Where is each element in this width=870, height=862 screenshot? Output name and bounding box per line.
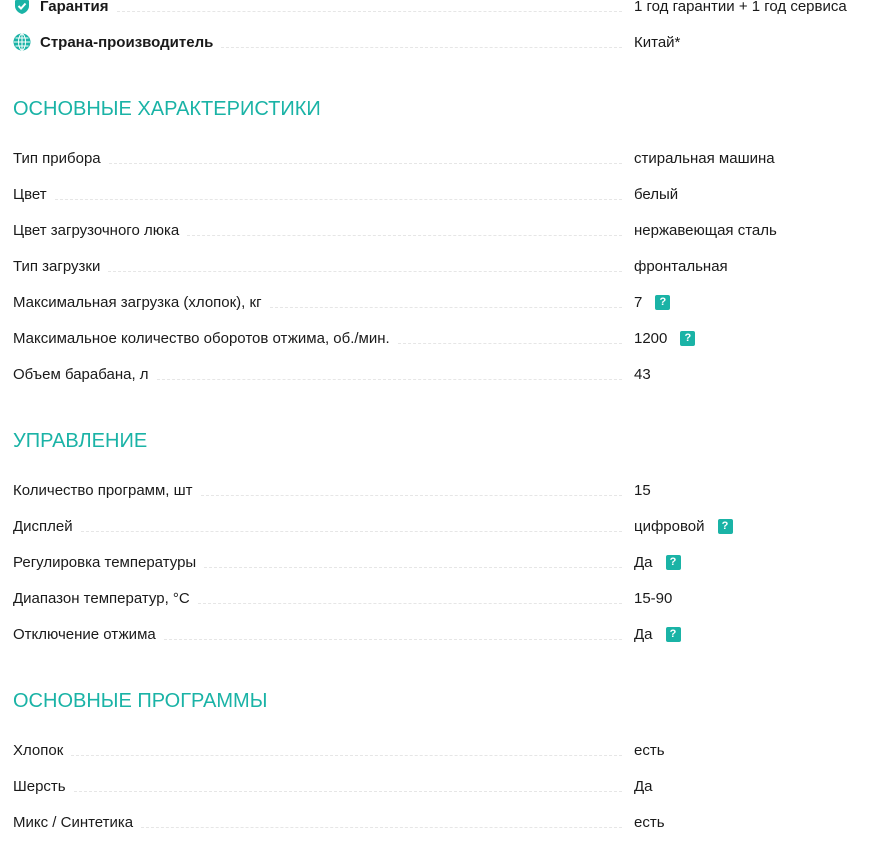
spec-label: Тип прибора (13, 149, 101, 167)
spec-row: Количество программ, шт 15 (13, 472, 870, 508)
leader-line (71, 754, 622, 756)
spec-row: Максимальная загрузка (хлопок), кг 7? (13, 284, 870, 320)
leader-line (163, 638, 622, 640)
leader-line (141, 826, 622, 828)
spec-value: Китай* (634, 33, 681, 51)
section-title: УПРАВЛЕНИЕ (13, 430, 148, 452)
spec-row: Максимальное количество оборотов отжима,… (13, 320, 870, 356)
specifications: Гарантия 1 год гарантии + 1 год сервиса … (13, 0, 870, 840)
spec-row: Тип загрузки фронтальная (13, 248, 870, 284)
spec-row-country: Страна-производитель Китай* (13, 24, 870, 60)
spec-row: Диапазон температур, °C 15-90 (13, 580, 870, 616)
spec-value: фронтальная (634, 257, 728, 275)
spec-value: Да (634, 625, 653, 643)
leader-line (197, 602, 622, 604)
leader-line (54, 198, 622, 200)
spec-row: Тип прибора стиральная машина (13, 140, 870, 176)
spec-value: есть (634, 741, 665, 759)
spec-label: Хлопок (13, 741, 64, 759)
spec-label: Цвет загрузочного люка (13, 221, 180, 239)
shield-check-icon (15, 0, 29, 14)
leader-line (204, 566, 622, 568)
spec-value: 1200 (634, 329, 668, 347)
leader-line (200, 494, 622, 496)
spec-row: Микс / Синтетика есть (13, 804, 870, 840)
spec-value: 1 год гарантии + 1 год сервиса (634, 0, 847, 15)
spec-label: Гарантия (40, 0, 109, 15)
spec-row: Отключение отжима Да? (13, 616, 870, 652)
section-title: ОСНОВНЫЕ ХАРАКТЕРИСТИКИ (13, 98, 321, 120)
spec-label: Максимальное количество оборотов отжима,… (13, 329, 390, 347)
spec-label: Страна-производитель (40, 33, 214, 51)
leader-line (269, 306, 622, 308)
leader-line (108, 270, 622, 272)
spec-value: стиральная машина (634, 149, 775, 167)
spec-label: Дисплей (13, 517, 73, 535)
spec-row: Цвет загрузочного люка нержавеющая сталь (13, 212, 870, 248)
leader-line (73, 790, 622, 792)
spec-row: Шерсть Да (13, 768, 870, 804)
help-icon[interactable]: ? (665, 554, 681, 570)
help-icon[interactable]: ? (717, 518, 733, 534)
spec-label: Тип загрузки (13, 257, 101, 275)
spec-row: Регулировка температуры Да? (13, 544, 870, 580)
spec-label: Диапазон температур, °C (13, 589, 190, 607)
spec-value: Да (634, 777, 653, 795)
spec-row: Дисплей цифровой? (13, 508, 870, 544)
help-icon[interactable]: ? (665, 626, 681, 642)
spec-value: белый (634, 185, 679, 203)
help-icon[interactable]: ? (655, 294, 671, 310)
spec-value: 7 (634, 293, 643, 311)
spec-label: Микс / Синтетика (13, 813, 134, 831)
leader-line (187, 234, 622, 236)
spec-label: Шерсть (13, 777, 66, 795)
spec-row: Цвет белый (13, 176, 870, 212)
spec-label: Объем барабана, л (13, 365, 149, 383)
spec-value: Да (634, 553, 653, 571)
spec-value: цифровой (634, 517, 705, 535)
spec-label: Отключение отжима (13, 625, 156, 643)
spec-value: 15-90 (634, 589, 673, 607)
leader-line (116, 10, 622, 12)
spec-label: Максимальная загрузка (хлопок), кг (13, 293, 262, 311)
leader-line (156, 378, 622, 380)
globe-icon (13, 33, 31, 51)
spec-label: Регулировка температуры (13, 553, 197, 571)
spec-row-warranty: Гарантия 1 год гарантии + 1 год сервиса (13, 0, 870, 24)
leader-line (221, 46, 622, 48)
spec-label: Цвет (13, 185, 47, 203)
section-title: ОСНОВНЫЕ ПРОГРАММЫ (13, 690, 268, 712)
spec-value: есть (634, 813, 665, 831)
spec-value: нержавеющая сталь (634, 221, 777, 239)
leader-line (80, 530, 622, 532)
leader-line (397, 342, 622, 344)
spec-value: 43 (634, 365, 651, 383)
spec-value: 15 (634, 481, 651, 499)
spec-row: Объем барабана, л 43 (13, 356, 870, 392)
spec-label: Количество программ, шт (13, 481, 193, 499)
leader-line (108, 162, 622, 164)
help-icon[interactable]: ? (680, 330, 696, 346)
spec-row: Хлопок есть (13, 732, 870, 768)
